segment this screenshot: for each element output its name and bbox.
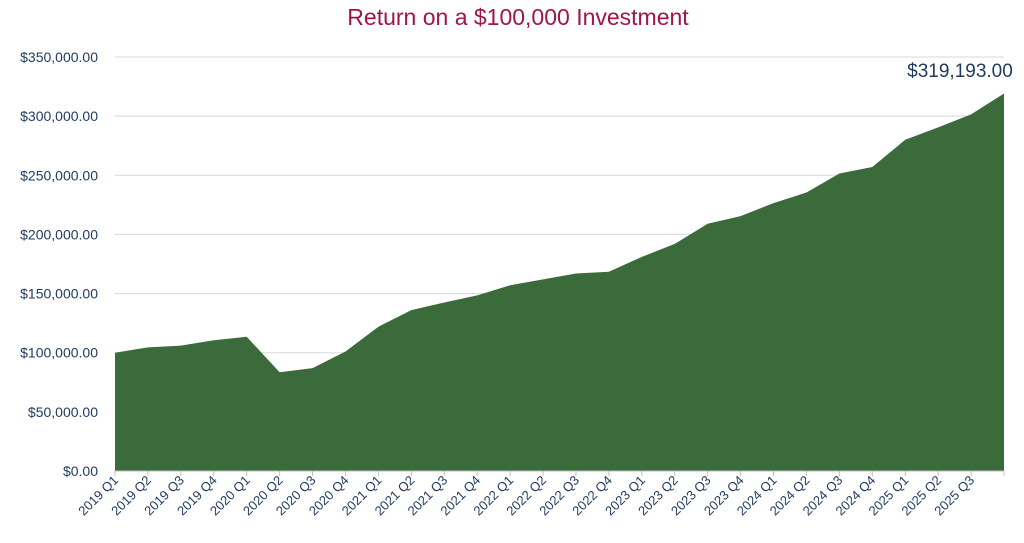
y-tick-label: $100,000.00 bbox=[20, 345, 98, 361]
y-tick-label: $250,000.00 bbox=[20, 167, 98, 183]
chart-title: Return on a $100,000 Investment bbox=[347, 4, 689, 30]
y-axis-ticks: $0.00 $50,000.00 $100,000.00 $150,000.00 $20… bbox=[20, 49, 98, 479]
y-tick-label: $300,000.00 bbox=[20, 108, 98, 124]
y-tick-label: $200,000.00 bbox=[20, 226, 98, 242]
data-label-final-value: $319,193.00 bbox=[907, 61, 1013, 82]
y-tick-label: $350,000.00 bbox=[20, 49, 98, 65]
y-tick-label: $0.00 bbox=[63, 463, 98, 479]
y-tick-label: $50,000.00 bbox=[28, 404, 98, 420]
area-series bbox=[115, 93, 1004, 471]
area-layer bbox=[115, 93, 1004, 471]
y-tick-label: $150,000.00 bbox=[20, 286, 98, 302]
